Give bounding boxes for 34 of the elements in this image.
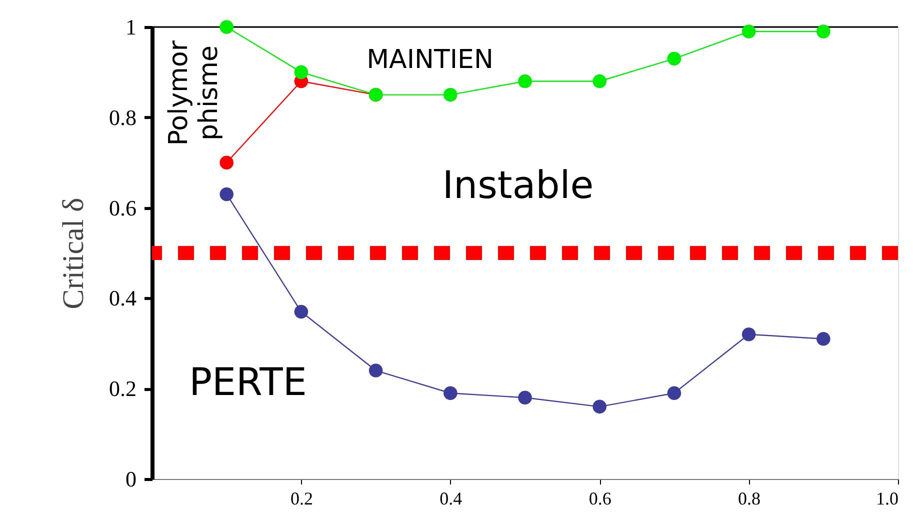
point — [518, 74, 532, 88]
point — [294, 65, 308, 80]
y-tick-label: 0.4 — [109, 286, 136, 311]
x-tick-label: 0.4 — [440, 488, 462, 508]
y-tick-label: 0.2 — [109, 376, 136, 402]
point — [294, 304, 308, 319]
point — [592, 400, 606, 414]
y-tick-label: 0.8 — [109, 104, 136, 130]
point — [816, 332, 830, 346]
annotation: Polymor phisme — [164, 40, 224, 146]
x-tick-label: 1.0 — [876, 488, 898, 508]
point — [220, 156, 234, 170]
y-tick-label: 0 — [126, 466, 136, 492]
point — [592, 74, 606, 88]
y-tick-label: 0.6 — [109, 195, 136, 220]
x-tick-label: 0.6 — [588, 488, 612, 508]
annotation: PERTE — [189, 360, 307, 404]
x-tick-label: 0.2 — [290, 488, 313, 508]
x-tick-label: 0.8 — [738, 488, 761, 508]
point — [444, 386, 458, 400]
point — [667, 386, 682, 400]
point — [444, 88, 458, 102]
point — [368, 364, 383, 378]
point — [742, 327, 756, 342]
point — [667, 52, 682, 66]
point — [220, 187, 234, 202]
y-axis-title: Critical δ — [57, 198, 90, 310]
point — [742, 24, 756, 38]
y-tick-label: 1 — [126, 14, 136, 40]
annotation: MAINTIEN — [366, 45, 494, 75]
point — [220, 20, 234, 34]
point — [518, 390, 532, 405]
point — [816, 24, 830, 38]
annotation: Instable — [442, 163, 594, 207]
